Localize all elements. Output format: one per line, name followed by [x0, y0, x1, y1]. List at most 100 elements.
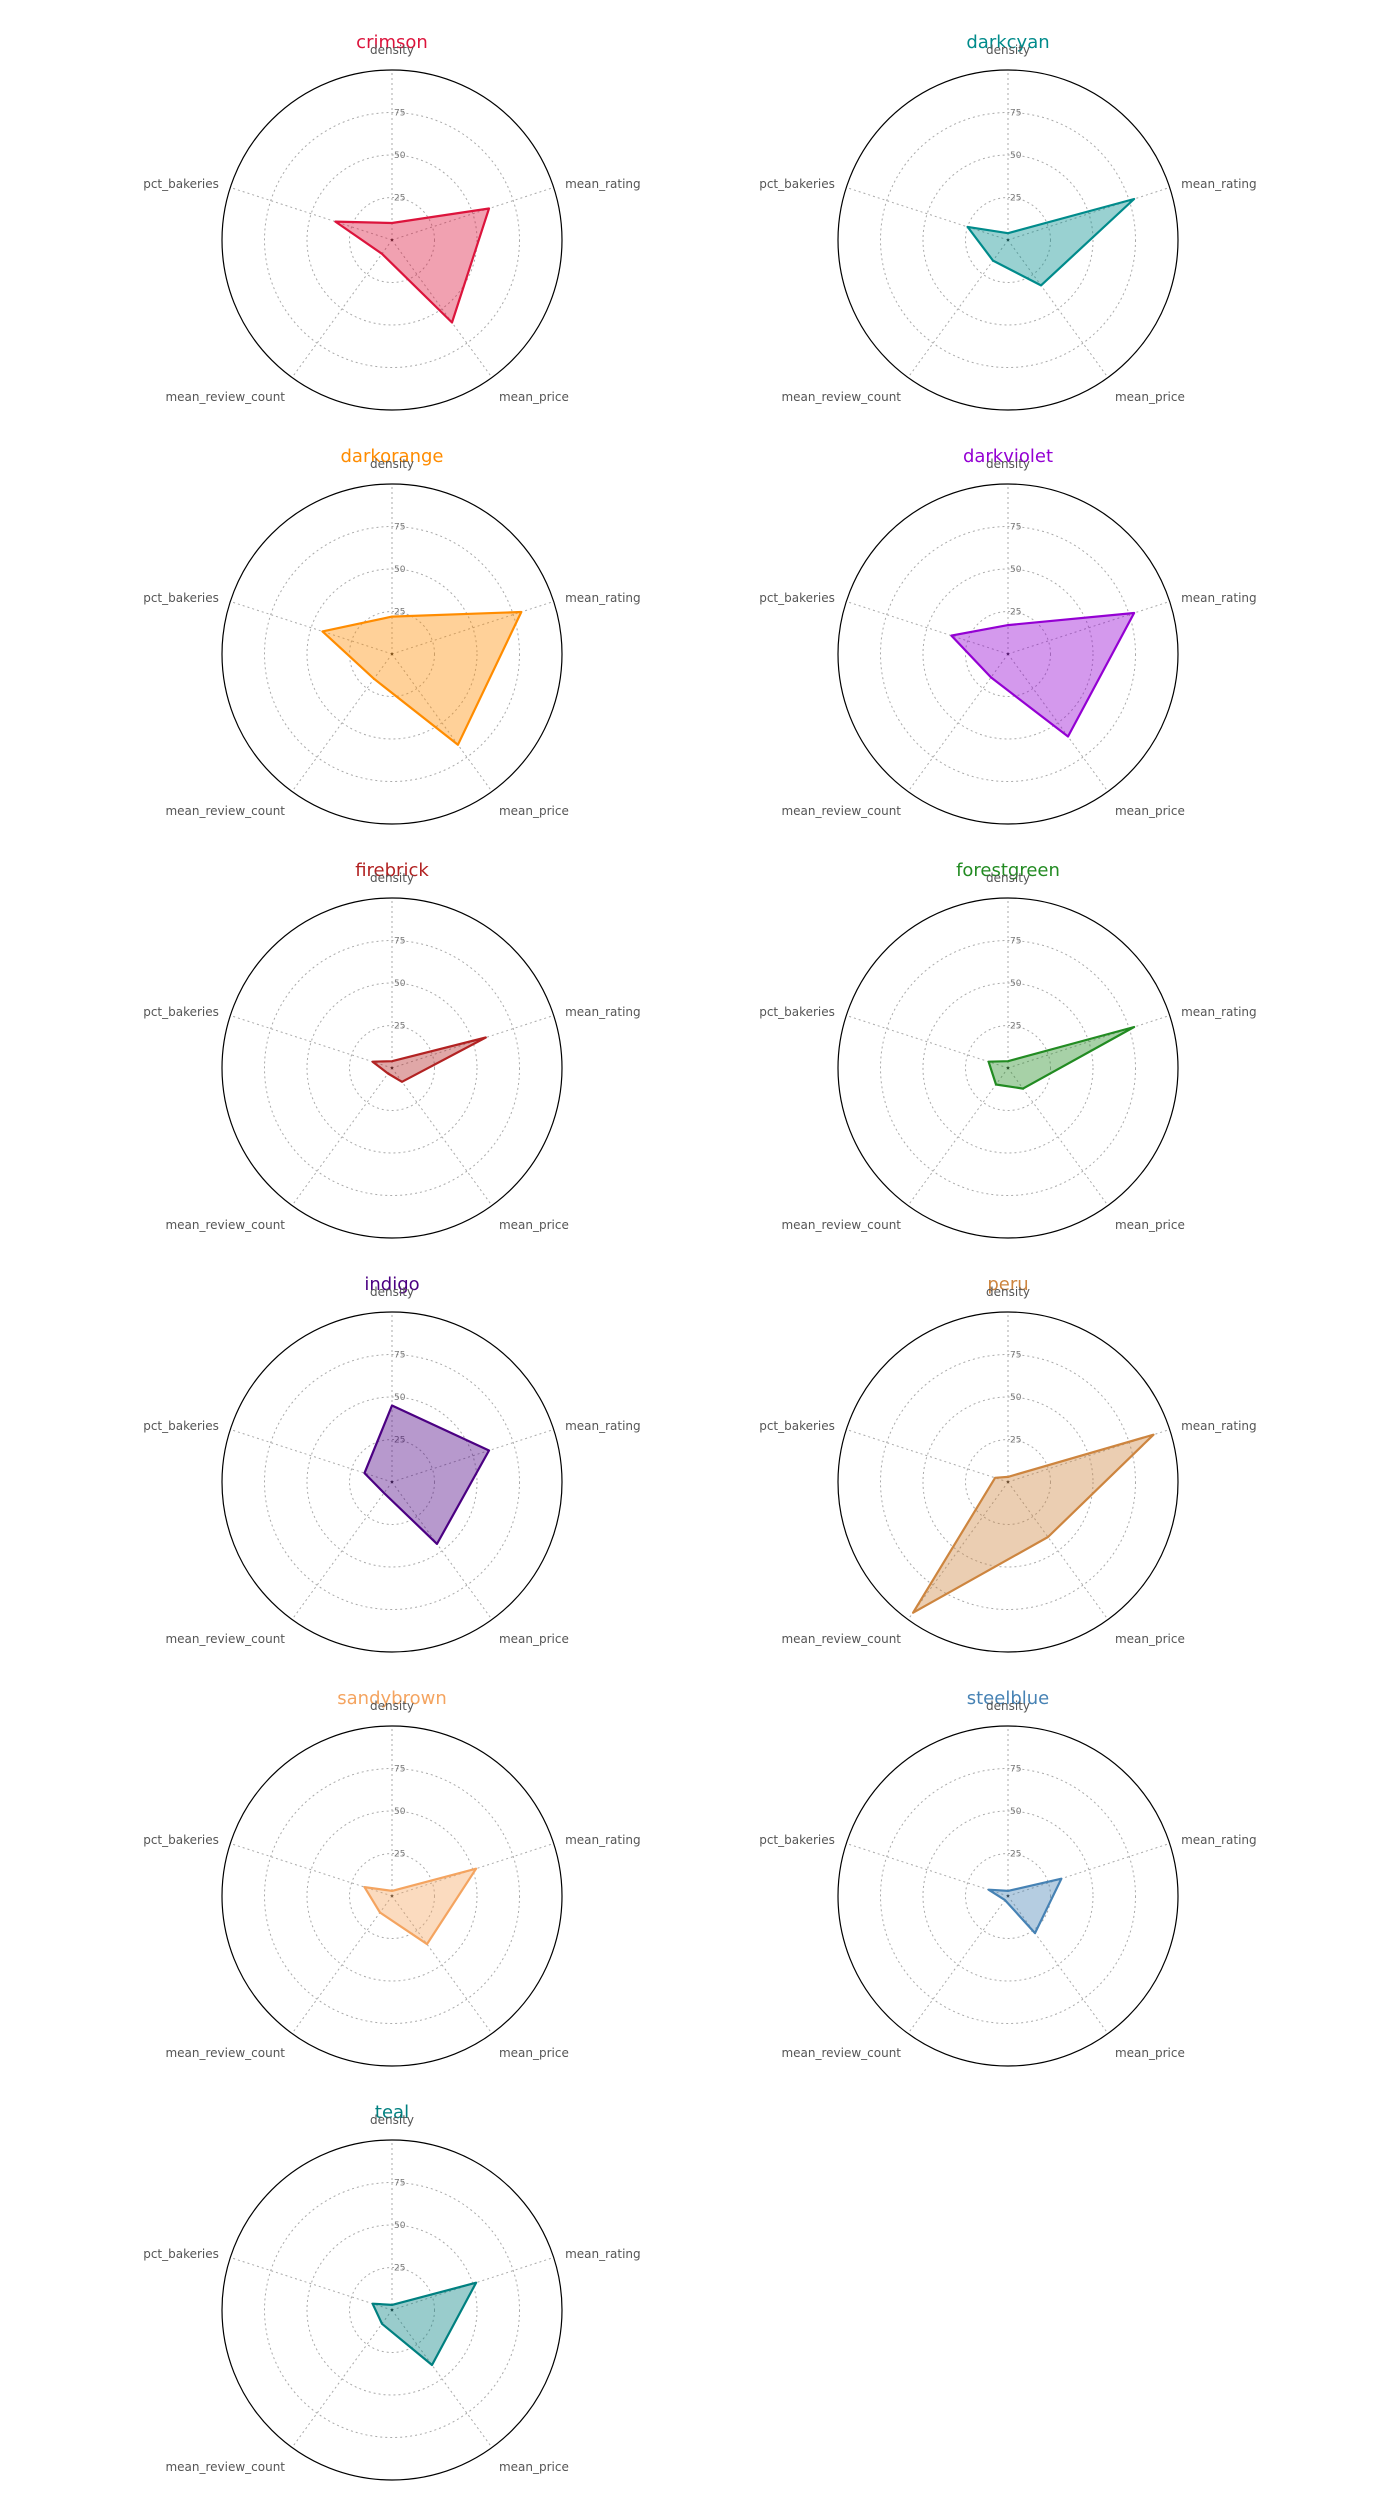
outer-frame — [837, 1311, 1179, 1653]
tick-label: 50 — [394, 2221, 406, 2231]
tick-label: 25 — [1010, 1022, 1021, 1032]
center-dot — [390, 2308, 394, 2312]
spoke — [907, 1067, 1009, 1206]
tick-label: 25 — [394, 1850, 405, 1860]
spoke — [846, 1842, 1009, 1897]
axis-label: density — [986, 1285, 1030, 1299]
tick-label: 50 — [1010, 151, 1022, 161]
axis-label: pct_bakeries — [759, 591, 835, 605]
axis-label: mean_price — [499, 804, 569, 818]
data-polygon-darkcyan — [966, 197, 1136, 287]
panel-title: crimson — [356, 32, 428, 53]
tick-label: 75 — [394, 1765, 405, 1775]
center-dot — [1006, 1066, 1010, 1070]
grid-ring — [306, 1810, 478, 1982]
grid-ring — [922, 1396, 1094, 1568]
grid-ring — [349, 611, 435, 697]
grid-ring — [349, 1025, 435, 1111]
radar-panel-steelblue: steelblue 25 50 75 density mean_rating mean_pr… — [759, 1688, 1257, 2067]
outer-frame — [837, 483, 1179, 825]
radar-panel-indigo: indigo 25 50 75 density mean_rating mean_price… — [143, 1274, 641, 1653]
radar-panel-teal: teal 25 50 75 density mean_rating mean_price me… — [143, 2102, 641, 2481]
tick-label: 75 — [1010, 1765, 1021, 1775]
grid-ring — [264, 1354, 520, 1610]
tick-label: 75 — [394, 2179, 405, 2189]
axis-label: density — [370, 871, 414, 885]
data-polygon-forestgreen — [987, 1025, 1136, 1090]
data-polygon-crimson — [334, 207, 491, 324]
outer-frame — [221, 483, 563, 825]
grid-ring — [349, 1853, 435, 1939]
grid-ring — [264, 2182, 520, 2438]
outer-frame — [837, 69, 1179, 411]
tick-label: 25 — [1010, 608, 1021, 618]
grid-ring — [922, 154, 1094, 326]
spoke — [391, 1428, 554, 1483]
panel-title: firebrick — [355, 860, 429, 881]
radar-panel-darkcyan: darkcyan 25 50 75 density mean_rating mean_pri… — [759, 32, 1257, 411]
tick-label: 50 — [1010, 565, 1022, 575]
radar-panel-firebrick: firebrick 25 50 75 density mean_rating mean_pr… — [143, 860, 641, 1239]
spoke — [230, 1842, 393, 1897]
axis-label: mean_review_count — [165, 804, 285, 818]
spoke — [230, 1014, 393, 1069]
tick-label: 50 — [394, 1807, 406, 1817]
axis-label: density — [986, 457, 1030, 471]
panel-title: indigo — [364, 1274, 419, 1295]
axis-label: mean_review_count — [165, 2460, 285, 2474]
grid-ring — [349, 1439, 435, 1525]
grid-ring — [880, 1354, 1136, 1610]
tick-label: 50 — [1010, 1393, 1022, 1403]
axis-label: mean_review_count — [781, 804, 901, 818]
axis-label: mean_price — [499, 390, 569, 404]
panel-title: steelblue — [967, 1688, 1050, 1709]
axis-label: mean_review_count — [165, 2046, 285, 2060]
axis-label: mean_rating — [1181, 1005, 1257, 1019]
radar-panel-darkorange: darkorange 25 50 75 density mean_rating mean_p… — [143, 446, 641, 825]
data-polygon-firebrick — [371, 1036, 487, 1083]
grid-ring — [306, 154, 478, 326]
spoke — [1007, 1067, 1109, 1206]
spoke — [907, 239, 1009, 378]
spoke — [846, 600, 1009, 655]
center-dot — [390, 1066, 394, 1070]
axis-label: mean_price — [1115, 390, 1185, 404]
tick-label: 25 — [394, 194, 405, 204]
spoke — [291, 653, 393, 792]
axis-label: density — [370, 43, 414, 57]
spoke — [291, 2309, 393, 2448]
axis-label: mean_rating — [1181, 1419, 1257, 1433]
outer-frame — [837, 897, 1179, 1239]
spoke — [230, 2256, 393, 2311]
spoke — [391, 1895, 493, 2034]
tick-label: 50 — [1010, 979, 1022, 989]
spoke — [230, 1428, 393, 1483]
data-polygon-sandybrown — [363, 1867, 478, 1946]
axis-label: mean_price — [499, 2046, 569, 2060]
axis-label: mean_price — [499, 1218, 569, 1232]
grid-ring — [349, 197, 435, 283]
axis-label: mean_rating — [565, 1005, 641, 1019]
spoke — [1007, 1014, 1170, 1069]
axis-label: mean_review_count — [165, 1632, 285, 1646]
panel-title: forestgreen — [956, 860, 1060, 881]
data-polygon-teal — [371, 2281, 478, 2367]
tick-label: 75 — [394, 1351, 405, 1361]
center-dot — [390, 652, 394, 656]
grid-ring — [306, 1396, 478, 1568]
center-dot — [1006, 1480, 1010, 1484]
tick-label: 50 — [1010, 1807, 1022, 1817]
spoke — [1007, 653, 1109, 792]
tick-label: 50 — [394, 151, 406, 161]
panel-title: darkviolet — [963, 446, 1053, 467]
outer-frame — [221, 2139, 563, 2481]
spoke — [391, 239, 493, 378]
spoke — [1007, 600, 1170, 655]
axis-label: pct_bakeries — [143, 1005, 219, 1019]
outer-frame — [221, 897, 563, 1239]
axis-label: mean_review_count — [165, 1218, 285, 1232]
spoke — [1007, 239, 1109, 378]
tick-label: 50 — [394, 1393, 406, 1403]
spoke — [1007, 1481, 1109, 1620]
tick-label: 25 — [394, 2264, 405, 2274]
